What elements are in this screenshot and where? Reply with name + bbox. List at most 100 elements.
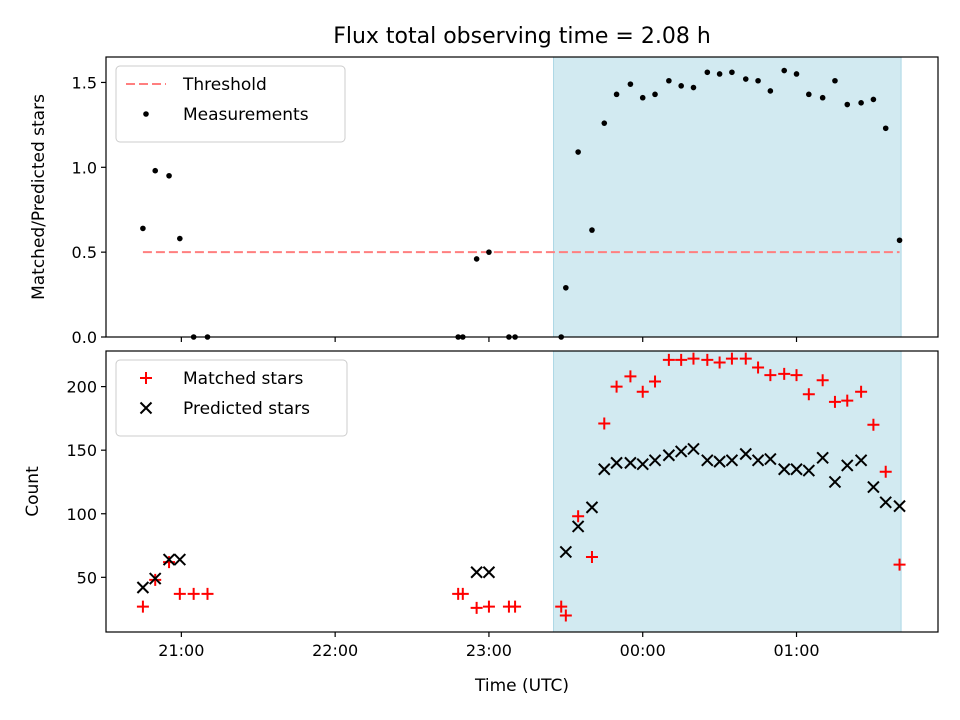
legend-measurements-swatch <box>143 111 149 117</box>
predicted-stars-point <box>173 553 187 566</box>
y-axis-label: Count <box>23 466 43 517</box>
observing-window-band <box>553 350 902 633</box>
matched-stars-point <box>778 367 791 380</box>
predicted-stars-point <box>687 442 700 456</box>
measurement-point <box>575 149 581 155</box>
x-tick-label: 01:00 <box>773 641 819 660</box>
measurement-point <box>627 81 634 87</box>
measurement-point <box>742 76 749 82</box>
measurement-point <box>793 71 800 77</box>
matched-stars-point <box>725 352 738 365</box>
predicted-stars-point <box>571 520 585 533</box>
matched-stars-point <box>867 418 880 431</box>
y-axis-label: Matched/Predicted stars <box>29 94 49 300</box>
legend-label: Predicted stars <box>183 399 310 419</box>
predicted-stars-point <box>725 454 739 467</box>
measurement-point <box>690 84 697 91</box>
predicted-stars-point <box>136 581 150 594</box>
predicted-stars-point <box>482 566 496 579</box>
matched-stars-point <box>841 394 854 407</box>
measurement-point <box>781 67 788 74</box>
legend-label: Threshold <box>182 75 267 95</box>
y-tick-label: 0.5 <box>72 243 97 262</box>
matched-stars-point <box>456 587 469 600</box>
matched-stars-point <box>790 369 803 382</box>
matched-stars-point <box>187 587 200 600</box>
predicted-stars-point <box>598 463 611 476</box>
matched-stars-point <box>764 369 777 382</box>
legend: Matched stars Predicted stars <box>115 359 348 437</box>
matched-stars-point <box>802 388 815 401</box>
measurement-point <box>473 256 480 262</box>
star-count-panel: 21:00 22:00 23:00 00:00 01:00 50 100 150 200 Coun… <box>23 350 939 660</box>
axes-frame <box>105 350 939 633</box>
y-tick-label: 1.5 <box>72 73 97 92</box>
measurement-point <box>601 120 608 126</box>
predicted-stars-point <box>790 463 803 476</box>
matched-stars-point <box>816 374 829 387</box>
x-tick-label: 21:00 <box>158 641 204 660</box>
predicted-stars-point <box>162 553 176 566</box>
measurement-point <box>166 172 172 179</box>
predicted-stars-point <box>739 447 752 461</box>
y-tick-label: 1.0 <box>72 158 97 177</box>
predicted-stars-point <box>867 480 880 494</box>
predicted-stars-point <box>802 464 816 477</box>
measurement-point <box>589 227 595 233</box>
matched-stars-point <box>662 353 675 366</box>
matched-stars-point <box>893 558 906 571</box>
measurement-point <box>844 101 851 108</box>
predicted-stars-point <box>610 456 623 470</box>
matched-stars-point <box>585 550 598 563</box>
measurement-point <box>666 77 672 84</box>
legend-label: Measurements <box>183 105 309 125</box>
matched-stars-point <box>713 356 726 369</box>
y-tick-label: 150 <box>66 441 97 460</box>
legend-matched-swatch <box>140 372 152 384</box>
matched-stars-point <box>201 587 214 600</box>
predicted-stars-point <box>879 496 892 509</box>
x-tick-label: 22:00 <box>312 641 358 660</box>
matched-stars-point <box>572 510 585 523</box>
matched-stars-point <box>752 361 765 374</box>
measurement-point <box>858 100 864 106</box>
measurement-point <box>832 77 838 84</box>
matched-stars-point <box>559 609 572 622</box>
predicted-stars-point <box>624 456 637 470</box>
matched-stars-point <box>675 353 688 366</box>
predicted-stars-point <box>149 572 162 585</box>
measurement-point <box>896 237 903 244</box>
predicted-stars-point <box>470 566 483 579</box>
flux-ratio-panel: 0.0 0.5 1.0 1.5 Matched/Predicted stars Thres… <box>29 56 939 347</box>
predicted-stars-point <box>778 463 791 476</box>
predicted-stars-point <box>828 475 842 489</box>
measurement-point <box>704 69 711 76</box>
measurement-point <box>140 225 146 232</box>
x-tick-label: 00:00 <box>620 641 666 660</box>
measurement-point <box>806 91 812 98</box>
matched-stars-point <box>636 385 649 398</box>
x-tick-label: 23:00 <box>466 641 512 660</box>
legend-box <box>115 359 348 437</box>
axes-frame <box>105 56 939 338</box>
predicted-stars-point <box>764 452 777 466</box>
y-tick-label: 0.0 <box>72 328 97 347</box>
predicted-stars-point <box>713 455 726 468</box>
measurement-point <box>563 284 569 291</box>
measurement-point <box>755 77 761 84</box>
measurement-point <box>819 94 826 101</box>
matched-stars-point <box>701 353 714 366</box>
y-tick-label: 50 <box>77 568 97 587</box>
matched-stars-point <box>482 600 495 613</box>
predicted-stars-point <box>674 445 688 458</box>
predicted-stars-point <box>559 545 573 559</box>
measurement-point <box>870 96 877 103</box>
matched-stars-point <box>828 395 841 408</box>
matched-stars-point <box>649 375 662 388</box>
measurement-point <box>729 69 735 76</box>
measurement-point <box>177 235 183 242</box>
measurement-point <box>716 71 723 77</box>
chart-title: Flux total observing time = 2.08 h <box>333 24 711 49</box>
predicted-stars-point <box>636 457 649 471</box>
